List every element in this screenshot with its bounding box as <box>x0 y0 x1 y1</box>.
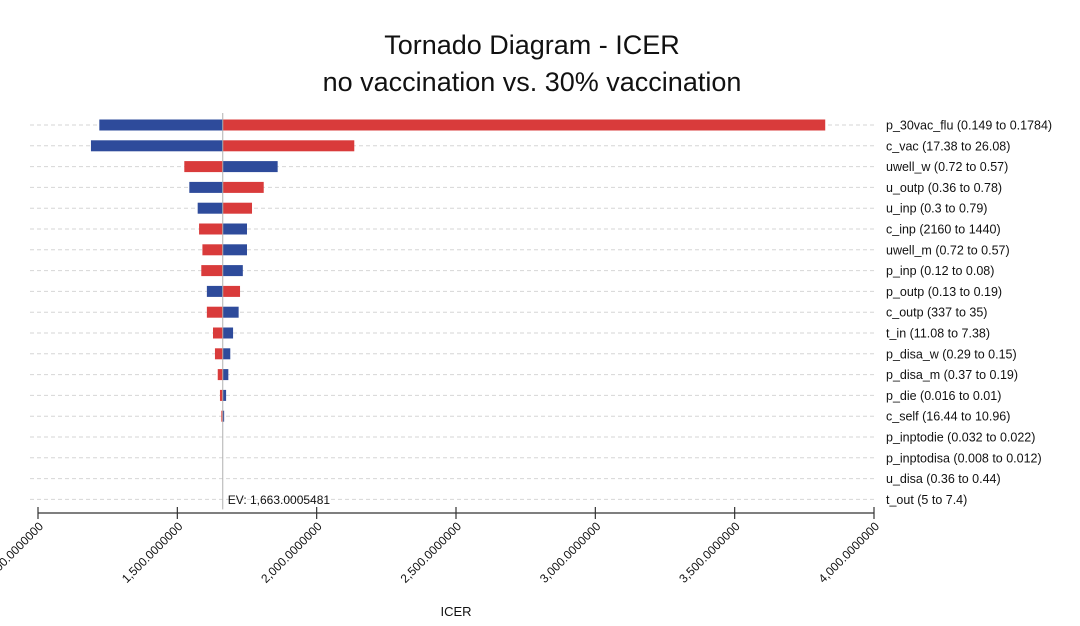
bar-left-segment <box>99 119 223 131</box>
grid-lines <box>30 124 876 500</box>
category-label: u_disa (0.36 to 0.44) <box>886 472 1001 486</box>
ev-label: EV: 1,663.0005481 <box>228 493 331 507</box>
category-label: p_outp (0.13 to 0.19) <box>886 285 1002 299</box>
x-tick-label: 2,500.0000000 <box>398 519 465 586</box>
bar-left-segment <box>206 306 223 318</box>
bar-right-segment <box>222 389 227 401</box>
bar-left-segment <box>90 140 223 152</box>
bar-right-segment <box>222 181 264 193</box>
x-tick-label: 2,000.0000000 <box>258 519 325 586</box>
category-label: t_out (5 to 7.4) <box>886 493 967 507</box>
bar-left-segment <box>202 244 223 256</box>
category-label: c_self (16.44 to 10.96) <box>886 410 1010 424</box>
x-tick-label: 1,000.0000000 <box>0 519 46 586</box>
category-label: uwell_m (0.72 to 0.57) <box>886 243 1010 257</box>
bar-right-segment <box>222 285 241 297</box>
category-label: p_inp (0.12 to 0.08) <box>886 264 994 278</box>
x-tick-label: 3,000.0000000 <box>537 519 604 586</box>
bar-left-segment <box>201 265 223 277</box>
bar-left-segment <box>214 348 223 360</box>
bar-right-segment <box>222 202 253 214</box>
bar-right-segment <box>222 140 355 152</box>
category-label: t_in (11.08 to 7.38) <box>886 327 990 341</box>
category-label: c_inp (2160 to 1440) <box>886 223 1001 237</box>
bar-left-segment <box>184 161 223 173</box>
bar-right-segment <box>222 306 239 318</box>
category-label: uwell_w (0.72 to 0.57) <box>886 160 1008 174</box>
bar-left-segment <box>213 327 223 339</box>
bar-right-segment <box>222 369 229 381</box>
x-tick-label: 4,000.0000000 <box>816 519 883 586</box>
bar-right-segment <box>222 223 247 235</box>
bar-right-segment <box>222 244 247 256</box>
bar-right-segment <box>222 119 826 131</box>
bar-right-segment <box>222 265 243 277</box>
x-axis: 1,000.0000000 1,500.0000000 2,000.0000000 2… <box>0 507 882 586</box>
bar-left-segment <box>206 285 223 297</box>
bar-right-segment <box>222 348 231 360</box>
category-label: u_outp (0.36 to 0.78) <box>886 181 1002 195</box>
chart-title: Tornado Diagram - ICER <box>384 30 680 60</box>
x-tick-label: 1,500.0000000 <box>119 519 186 586</box>
category-label: p_30vac_flu (0.149 to 0.1784) <box>886 119 1052 133</box>
category-labels: p_30vac_flu (0.149 to 0.1784) c_vac (17.3… <box>886 119 1052 507</box>
ev-reference: EV: 1,663.0005481 <box>222 113 331 510</box>
bar-left-segment <box>217 369 223 381</box>
bar-right-segment <box>222 327 234 339</box>
chart-subtitle: no vaccination vs. 30% vaccination <box>323 67 742 97</box>
bar-series <box>90 119 826 422</box>
category-label: u_inp (0.3 to 0.79) <box>886 202 987 216</box>
bar-right-segment <box>222 161 278 173</box>
category-label: c_outp (337 to 35) <box>886 306 987 320</box>
bar-left-segment <box>189 181 223 193</box>
x-axis-title: ICER <box>440 604 471 619</box>
bar-left-segment <box>197 202 223 214</box>
category-label: c_vac (17.38 to 26.08) <box>886 139 1010 153</box>
bar-left-segment <box>219 389 223 401</box>
bar-right-segment <box>222 410 225 422</box>
category-label: p_disa_w (0.29 to 0.15) <box>886 347 1017 361</box>
bar-left-segment <box>199 223 223 235</box>
category-label: p_inptodisa (0.008 to 0.012) <box>886 451 1042 465</box>
category-label: p_inptodie (0.032 to 0.022) <box>886 431 1035 445</box>
bar-left-segment <box>221 410 223 422</box>
category-label: p_die (0.016 to 0.01) <box>886 389 1001 403</box>
x-tick-label: 3,500.0000000 <box>676 519 743 586</box>
category-label: p_disa_m (0.37 to 0.19) <box>886 368 1018 382</box>
